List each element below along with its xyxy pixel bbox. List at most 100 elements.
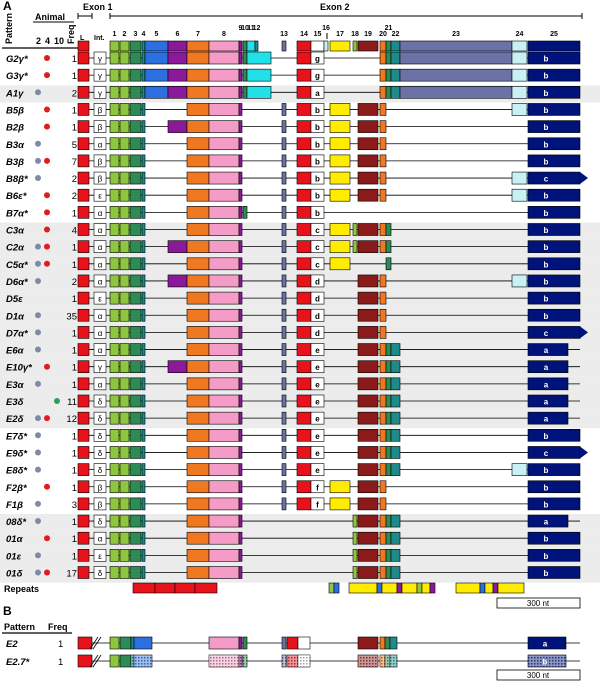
- exon-20: [379, 463, 387, 476]
- row-b-E2: E2 1 a: [6, 636, 580, 650]
- animal-dot: [35, 346, 41, 353]
- row-shade: [0, 565, 600, 583]
- pattern-name: B3α: [6, 140, 25, 151]
- repeat-block: [381, 582, 398, 594]
- exon1-l: [77, 137, 90, 151]
- exon-20: [379, 566, 387, 579]
- exon-20: [379, 86, 387, 99]
- exon-9: [238, 120, 243, 133]
- exon25-variant: c: [544, 175, 549, 184]
- exon-header-20: [379, 40, 387, 52]
- exon-15: [310, 257, 325, 271]
- exon-13: [281, 411, 287, 425]
- exon-24: [511, 171, 528, 185]
- exon-15: [310, 497, 325, 511]
- exon25-variant: b: [544, 89, 549, 98]
- exon-8: [208, 68, 240, 82]
- exon-3: [129, 240, 142, 253]
- repeat-block: [421, 582, 431, 594]
- exon25-variant: b: [544, 123, 549, 132]
- exon-21: [385, 86, 392, 99]
- exon-2: [119, 566, 130, 579]
- row-shade: [0, 531, 600, 549]
- exon-13: [281, 463, 287, 476]
- sub-l: L: [80, 35, 85, 42]
- exon15-variant: f: [316, 483, 319, 492]
- exon-25: [527, 240, 581, 253]
- exon15-variant: b: [315, 175, 320, 184]
- exon-6: [167, 68, 188, 82]
- exon-block: [133, 636, 153, 650]
- freq-header: Freq: [66, 24, 76, 44]
- exon-8: [208, 257, 240, 271]
- exon25-variant: b: [544, 157, 549, 166]
- exon1-variant: δ: [98, 466, 103, 475]
- exon25-variant: b: [544, 483, 549, 492]
- exon-22: [390, 531, 401, 545]
- exon-19: [357, 223, 379, 236]
- exon-25: [527, 308, 581, 322]
- exon-2: [119, 308, 130, 322]
- exon-17: [329, 154, 351, 168]
- row-G3γ*: G3γ* 1 γ g b: [6, 68, 581, 82]
- exon-15: [310, 308, 325, 322]
- exon-9: [238, 566, 243, 579]
- exon-9: [238, 103, 243, 116]
- exon-8: [208, 154, 240, 168]
- animal-dot: [35, 500, 41, 507]
- scale-bar-a: [496, 597, 581, 609]
- exon-tint: [243, 655, 247, 667]
- animal-dot: [54, 398, 60, 404]
- exon-8: [208, 51, 240, 65]
- row-B6ε*: B6ε* 2 ε b b: [6, 188, 581, 202]
- exon15-variant: b: [315, 140, 320, 149]
- exon-19: [357, 154, 379, 168]
- exon-number-10: 10: [241, 25, 249, 32]
- exon-13: [281, 360, 287, 374]
- exon-7: [186, 411, 210, 425]
- exon-17: [329, 103, 351, 116]
- exon1-variant: β: [98, 157, 103, 166]
- freq-value: 1: [58, 657, 63, 668]
- exon-19: [357, 497, 379, 511]
- exon-21: [385, 68, 392, 82]
- exon-9: [238, 308, 243, 322]
- exon-8: [208, 411, 240, 425]
- animal-dot: [35, 449, 41, 456]
- exon15-variant: f: [316, 500, 319, 509]
- pattern-name: 01δ: [6, 569, 23, 580]
- exon-3: [129, 566, 142, 579]
- exon-7: [186, 188, 210, 202]
- exon1-l: [77, 636, 93, 650]
- exon15-variant: b: [315, 157, 320, 166]
- exon-25: [527, 463, 581, 476]
- exon-2: [119, 154, 130, 168]
- exon25-variant: b: [544, 552, 549, 561]
- exon-number-13: 13: [280, 31, 288, 38]
- exon-21: [385, 343, 392, 356]
- exon-22: [390, 446, 401, 459]
- exon-17: [329, 497, 351, 511]
- exon1-l: [77, 654, 93, 668]
- exon-block: [242, 636, 248, 650]
- animal-dot: [44, 192, 50, 199]
- row-01ε: 01ε 1 ε b: [0, 548, 600, 566]
- animal-dot: [35, 157, 41, 164]
- freq-value: 1: [72, 466, 77, 477]
- exon1-variant: β: [98, 175, 103, 184]
- exon1-variant: α: [98, 140, 103, 149]
- exon15-variant: e: [315, 346, 320, 355]
- exon-4: [141, 428, 146, 442]
- exon-8: [208, 394, 240, 408]
- exon25-variant: a: [544, 415, 549, 424]
- exon-tint: [134, 655, 152, 667]
- exon-1: [109, 326, 120, 339]
- exon2-label: Exon 2: [320, 2, 350, 12]
- exon1-l: [77, 154, 90, 168]
- row-E10γ*: E10γ* 1 γ e a: [0, 359, 600, 377]
- exon-15: [310, 120, 325, 133]
- exon15-variant: d: [315, 277, 320, 286]
- exon-19: [357, 377, 379, 391]
- repeat-block: [348, 582, 378, 594]
- exon1-int: [93, 446, 107, 459]
